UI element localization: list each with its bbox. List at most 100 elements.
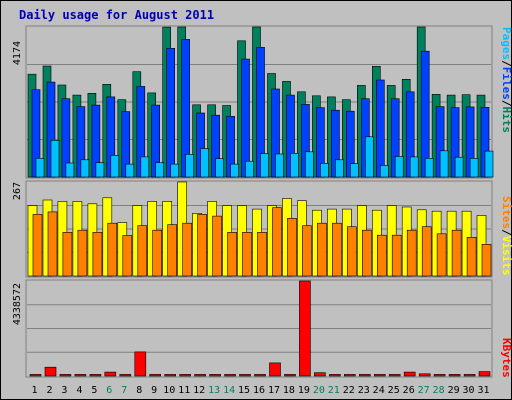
x-tick-label: 2 xyxy=(46,385,52,396)
bar-kbytes-day-7 xyxy=(119,374,132,377)
bar-kbytes-day-19 xyxy=(299,280,311,377)
legend-item: / xyxy=(500,60,512,67)
bar-kbytes-day-12 xyxy=(194,374,206,377)
bar-pages-day-15 xyxy=(245,160,254,178)
bar-sites-day-11 xyxy=(182,222,192,277)
x-tick-label: 11 xyxy=(178,385,190,396)
bar-kbytes-day-10 xyxy=(164,374,176,377)
x-tick-label: 14 xyxy=(223,385,235,396)
bar-sites-day-19 xyxy=(302,225,312,277)
bar-pages-day-21 xyxy=(335,159,344,178)
bar-kbytes-day-26 xyxy=(403,371,416,377)
legend-panel-3: KBytes xyxy=(500,338,512,378)
bar-sites-day-15 xyxy=(242,232,252,277)
x-tick-label: 4 xyxy=(76,385,82,396)
x-axis-labels: 1 2 3 4 5 6 7 8 9 10 11 12 13 14 15 16 17 18 19 20 21 22 23 24 2… xyxy=(31,385,489,396)
x-tick-label: 25 xyxy=(388,385,400,396)
legend-item: Visits xyxy=(500,236,512,276)
legend-item: Hits xyxy=(500,107,512,134)
bar-pages-day-27 xyxy=(424,158,434,178)
bar-kbytes-day-28 xyxy=(433,374,446,377)
bar-pages-day-29 xyxy=(454,156,464,178)
x-tick-label: 7 xyxy=(121,385,127,396)
bar-kbytes-day-24 xyxy=(373,374,386,377)
bar-kbytes-day-8 xyxy=(134,351,147,377)
bar-sites-day-22 xyxy=(346,226,357,277)
x-tick-label: 5 xyxy=(91,385,97,396)
bar-pages-day-10 xyxy=(170,163,179,178)
bar-pages-day-3 xyxy=(65,162,75,178)
legend-panel-1: Pages/Files/Hits xyxy=(500,27,512,133)
bar-kbytes-day-18 xyxy=(284,374,296,377)
bar-pages-day-25 xyxy=(394,156,404,178)
bar-sites-day-18 xyxy=(287,218,297,277)
x-tick-label: 15 xyxy=(238,385,250,396)
bar-sites-day-28 xyxy=(436,233,447,277)
x-tick-label: 19 xyxy=(298,385,310,396)
bar-kbytes-day-20 xyxy=(314,372,326,377)
legend-item: Sites xyxy=(500,196,512,229)
legend-item: / xyxy=(500,100,512,107)
bar-kbytes-day-11 xyxy=(179,374,191,377)
bar-kbytes-day-25 xyxy=(388,374,401,377)
bar-pages-day-30 xyxy=(469,158,479,178)
bar-kbytes-day-21 xyxy=(329,374,341,377)
legend-item: / xyxy=(500,229,512,236)
x-tick-label: 16 xyxy=(253,385,265,396)
x-tick-label: 24 xyxy=(373,385,385,396)
bar-sites-day-30 xyxy=(466,237,477,277)
bar-sites-day-31 xyxy=(481,244,492,277)
x-tick-label: 31 xyxy=(477,385,489,396)
bar-kbytes-day-14 xyxy=(224,374,236,377)
bar-kbytes-day-22 xyxy=(343,374,356,377)
bar-pages-day-7 xyxy=(125,163,135,178)
bar-sites-day-9 xyxy=(152,229,162,277)
bar-sites-day-17 xyxy=(272,207,282,277)
bar-pages-day-8 xyxy=(140,156,150,178)
panel1-ymax-label: 4174 xyxy=(12,41,23,65)
bar-pages-day-14 xyxy=(230,163,239,178)
bar-sites-day-20 xyxy=(317,222,327,277)
bar-sites-day-29 xyxy=(451,229,462,277)
x-tick-label: 18 xyxy=(283,385,295,396)
bar-kbytes-day-23 xyxy=(358,374,371,377)
bar-pages-day-4 xyxy=(80,159,90,178)
bar-sites-day-24 xyxy=(376,234,387,277)
bar-kbytes-day-17 xyxy=(269,362,281,377)
bar-pages-day-12 xyxy=(200,148,209,178)
x-tick-label: 22 xyxy=(343,385,355,396)
bar-files-day-24 xyxy=(375,79,385,178)
bar-sites-day-7 xyxy=(122,235,133,277)
panel3-ymax-label: 4338572 xyxy=(12,283,23,325)
x-tick-label: 8 xyxy=(136,385,142,396)
x-tick-label: 28 xyxy=(433,385,445,396)
x-tick-label: 13 xyxy=(208,385,220,396)
bar-pages-day-18 xyxy=(290,153,299,178)
bar-kbytes-day-30 xyxy=(463,374,476,377)
bar-sites-day-4 xyxy=(77,229,88,277)
x-tick-label: 23 xyxy=(358,385,370,396)
x-tick-label: 10 xyxy=(163,385,175,396)
bar-kbytes-day-27 xyxy=(418,373,431,377)
bar-kbytes-day-31 xyxy=(478,371,491,377)
x-tick-label: 3 xyxy=(61,385,67,396)
bar-kbytes-day-6 xyxy=(104,371,117,377)
bar-pages-day-31 xyxy=(484,150,494,178)
bar-kbytes-day-2 xyxy=(44,366,57,377)
bar-pages-day-23 xyxy=(364,136,374,178)
bar-pages-day-19 xyxy=(305,151,314,178)
bar-kbytes-day-4 xyxy=(74,374,87,377)
bar-sites-day-25 xyxy=(391,234,402,277)
bar-pages-day-13 xyxy=(215,158,224,178)
bar-sites-day-27 xyxy=(421,226,432,277)
bar-sites-day-6 xyxy=(107,222,118,277)
bar-sites-day-14 xyxy=(227,232,237,277)
legend-panel-2: Sites/Visits xyxy=(500,196,512,276)
bar-pages-day-20 xyxy=(320,163,329,178)
bar-kbytes-day-16 xyxy=(254,374,266,377)
bar-kbytes-day-3 xyxy=(59,374,72,377)
bar-pages-day-1 xyxy=(35,158,45,178)
